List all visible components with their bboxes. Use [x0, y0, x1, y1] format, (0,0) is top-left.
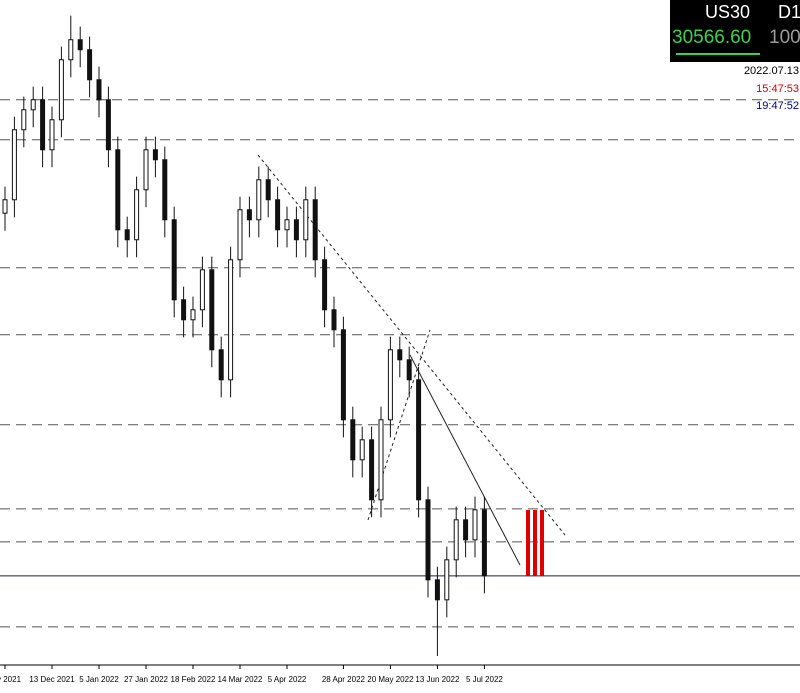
candle-body — [340, 329, 346, 421]
candle-body — [331, 309, 337, 331]
candle-body — [434, 579, 440, 601]
candle-body — [218, 349, 224, 381]
candle-body — [265, 179, 271, 201]
x-tick-label: 28 Apr 2022 — [322, 675, 366, 684]
candle-body — [87, 49, 93, 81]
candle-body — [246, 209, 252, 221]
candle-body — [481, 509, 487, 577]
symbol: US30 — [705, 2, 750, 22]
signal-bar — [526, 510, 530, 576]
ask-price: 100 — [769, 27, 800, 48]
date: 2022.07.13 — [744, 65, 799, 77]
candle-body — [171, 219, 177, 301]
candle-body — [11, 129, 17, 201]
candle-body — [312, 199, 318, 261]
x-tick-label: 13 Jun 2022 — [415, 675, 460, 684]
candle-body — [21, 109, 27, 131]
candle-body — [228, 259, 234, 381]
candle-body — [350, 419, 356, 461]
candle-body — [162, 159, 168, 221]
x-axis-labels: v 2021 13 Dec 2021 5 Jan 2022 27 Jan 202218… — [0, 665, 503, 684]
candle-body — [303, 199, 309, 241]
candles — [2, 15, 487, 656]
candle-body — [378, 419, 384, 501]
candle-body — [472, 509, 478, 541]
candle-body — [181, 299, 187, 321]
candle-body — [369, 439, 375, 501]
candle-body — [68, 39, 74, 61]
quote-panel — [670, 0, 800, 62]
x-tick-label: 27 Jan 2022 — [124, 675, 169, 684]
candle-body — [209, 269, 215, 351]
server-time: 15:47:53 — [756, 83, 799, 95]
candle-body — [134, 189, 140, 241]
candle-body — [105, 99, 111, 151]
candle-body — [77, 39, 83, 51]
x-tick-label: 20 May 2022 — [367, 675, 414, 684]
candle-body — [463, 519, 469, 541]
candle-body — [359, 439, 365, 461]
x-tick-label: 5 Jan 2022 — [79, 675, 119, 684]
x-tick-label: 5 Jul 2022 — [466, 675, 503, 684]
x-tick-label: 18 Feb 2022 — [171, 675, 216, 684]
candle-body — [30, 99, 36, 111]
candle-body — [2, 199, 8, 214]
candle-body — [406, 359, 412, 381]
bid-price: 30566.60 — [672, 27, 751, 48]
candle-body — [58, 59, 64, 121]
candle-body — [293, 219, 299, 241]
x-tick-label: 5 Apr 2022 — [268, 675, 307, 684]
x-tick-label: 13 Dec 2021 — [29, 675, 75, 684]
candle-body — [322, 259, 328, 311]
signal-bar — [533, 510, 537, 576]
candle-body — [284, 219, 290, 231]
candle-body — [190, 309, 196, 321]
trendline — [409, 354, 521, 566]
candle-body — [275, 199, 281, 231]
timeframe: D1 — [778, 2, 800, 22]
candle-body — [115, 149, 121, 231]
candle-body — [256, 179, 262, 221]
candle-body — [397, 349, 403, 361]
candle-body — [152, 149, 158, 161]
candle-body — [124, 229, 130, 241]
local-time: 19:47:52 — [756, 100, 799, 112]
signal-bar — [540, 510, 544, 576]
candle-body — [49, 119, 55, 151]
candle-body — [416, 379, 422, 501]
candle-body — [425, 499, 431, 581]
candle-body — [387, 349, 393, 421]
candle-body — [96, 79, 102, 101]
signal-bars — [526, 510, 544, 576]
candle-body — [237, 209, 243, 261]
candle-body — [40, 99, 46, 151]
candle-body — [199, 269, 205, 311]
candle-body — [143, 149, 149, 191]
candle-body — [444, 559, 450, 601]
x-tick-label: v 2021 — [0, 675, 22, 684]
x-tick-label: 14 Mar 2022 — [218, 675, 263, 684]
candle-body — [453, 519, 459, 561]
levels — [0, 99, 800, 628]
